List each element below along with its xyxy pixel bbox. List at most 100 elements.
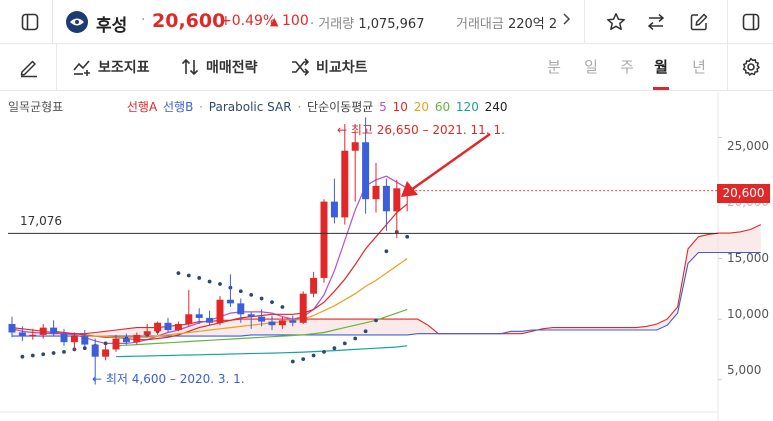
candlestick bbox=[330, 178, 338, 224]
candlestick bbox=[289, 315, 297, 327]
candle-body bbox=[372, 185, 380, 200]
change-rate: +0.49% bbox=[220, 13, 277, 29]
sar-dot bbox=[30, 353, 35, 358]
candle-body bbox=[195, 314, 203, 318]
period-tab-day[interactable]: 일 bbox=[584, 58, 598, 76]
grid-layer bbox=[0, 92, 722, 421]
sar-dot bbox=[301, 357, 306, 362]
candlestick bbox=[18, 326, 26, 341]
legend-ma20: 20 bbox=[413, 100, 429, 114]
sar-dot bbox=[197, 276, 202, 280]
indicator-chart-icon bbox=[73, 60, 90, 76]
candlestick bbox=[70, 332, 78, 351]
sar-dot bbox=[280, 305, 285, 309]
highlight-arrow-line bbox=[410, 132, 491, 192]
candlestick bbox=[268, 315, 276, 331]
sar-dot bbox=[238, 289, 243, 294]
candle-body bbox=[237, 303, 245, 315]
candlesticks bbox=[8, 117, 411, 385]
candlestick bbox=[29, 328, 37, 340]
buy-sell-arrows-icon bbox=[181, 58, 199, 76]
candle-body bbox=[382, 185, 390, 212]
candle-body bbox=[60, 333, 68, 343]
more-info-button[interactable] bbox=[562, 12, 578, 32]
sar-dot bbox=[374, 318, 378, 323]
sar-dot bbox=[218, 282, 222, 286]
legend-ma120: 120 bbox=[455, 100, 479, 114]
indicator-legend[interactable]: 일목균형표 선행A 선행B · Parabolic SAR · 단순이동평균 5… bbox=[8, 98, 510, 115]
candle-body bbox=[122, 338, 130, 343]
candlestick bbox=[382, 178, 390, 231]
y-axis-tick-label: 10,000 bbox=[727, 307, 769, 321]
sar-dot bbox=[322, 349, 326, 354]
stock-name[interactable]: 후성 bbox=[96, 16, 128, 36]
chart-settings-button[interactable] bbox=[741, 44, 767, 90]
candlestick bbox=[112, 334, 120, 352]
candlestick bbox=[39, 323, 47, 339]
trading-amount-label: 거래대금 bbox=[456, 17, 504, 32]
volume-info: · 거래량 1,075,967 bbox=[310, 13, 424, 32]
candlestick bbox=[216, 296, 224, 326]
monthly-price-chart[interactable] bbox=[0, 92, 773, 421]
legend-ma60: 60 bbox=[434, 100, 451, 114]
candlestick bbox=[174, 321, 182, 332]
strategy-label: 매매전략 bbox=[206, 60, 258, 76]
period-tab-week[interactable]: 주 bbox=[620, 58, 634, 76]
candle-body bbox=[174, 323, 182, 331]
candlestick bbox=[237, 298, 245, 323]
candle-body bbox=[8, 323, 16, 333]
edit-icon bbox=[690, 13, 708, 31]
trading-amount-info: 거래대금 220억 2 bbox=[456, 13, 559, 32]
candle-body bbox=[289, 320, 297, 323]
current-price-badge: 20,600 bbox=[717, 184, 770, 203]
edit-button[interactable] bbox=[677, 0, 721, 44]
indicator-button[interactable]: 보조지표 bbox=[72, 44, 150, 90]
legend-parabolic-sar: Parabolic SAR bbox=[208, 100, 292, 114]
sar-dot bbox=[51, 351, 56, 355]
sar-dot bbox=[207, 279, 212, 284]
candle-body bbox=[247, 314, 255, 317]
sar-dot bbox=[186, 273, 191, 278]
candle-body bbox=[102, 349, 110, 357]
candle-body bbox=[226, 299, 234, 304]
active-period-indicator bbox=[653, 87, 669, 90]
candle-body bbox=[268, 321, 276, 326]
period-tab-year[interactable]: 년 bbox=[692, 58, 706, 76]
sar-dot bbox=[270, 300, 274, 305]
candle-body bbox=[81, 336, 89, 345]
toolbar-divider bbox=[727, 44, 728, 90]
drawing-tool-button[interactable] bbox=[18, 44, 46, 90]
candlestick bbox=[195, 308, 203, 324]
candlestick bbox=[206, 310, 214, 326]
candle-body bbox=[133, 334, 141, 343]
swap-button[interactable] bbox=[634, 0, 678, 44]
compare-chart-button[interactable]: 비교차트 bbox=[290, 44, 368, 90]
ma60-line bbox=[115, 308, 408, 347]
candle-body bbox=[185, 314, 193, 324]
ma120-line bbox=[115, 345, 408, 358]
strategy-button[interactable]: 매매전략 bbox=[180, 44, 258, 90]
period-tab-minute[interactable]: 분 bbox=[547, 58, 561, 76]
candlestick bbox=[185, 290, 193, 327]
legend-moving-average: 단순이동평균 bbox=[307, 100, 374, 114]
sar-dot bbox=[311, 353, 316, 358]
gear-icon bbox=[742, 57, 760, 76]
legend-separator: · bbox=[297, 100, 302, 114]
legend-span-b: 선행B bbox=[162, 100, 194, 114]
candle-body bbox=[310, 277, 318, 294]
sidebar-toggle-button[interactable] bbox=[8, 0, 52, 44]
sar-dot bbox=[405, 234, 410, 239]
sar-dot bbox=[342, 341, 347, 346]
favorite-button[interactable] bbox=[594, 0, 638, 44]
ichimoku-span-a-line bbox=[11, 224, 762, 335]
y-axis-tick-label: 25,000 bbox=[727, 139, 769, 153]
right-panel-toggle-button[interactable] bbox=[729, 0, 773, 44]
candlestick bbox=[8, 316, 16, 338]
candlestick bbox=[341, 124, 349, 225]
candle-body bbox=[50, 327, 58, 334]
candlestick bbox=[247, 311, 255, 329]
ichimoku-cloud bbox=[11, 224, 762, 337]
period-tab-month[interactable]: 월 bbox=[654, 58, 668, 76]
volume-label: 거래량 bbox=[318, 17, 355, 32]
sidebar-panel-icon bbox=[21, 13, 39, 31]
